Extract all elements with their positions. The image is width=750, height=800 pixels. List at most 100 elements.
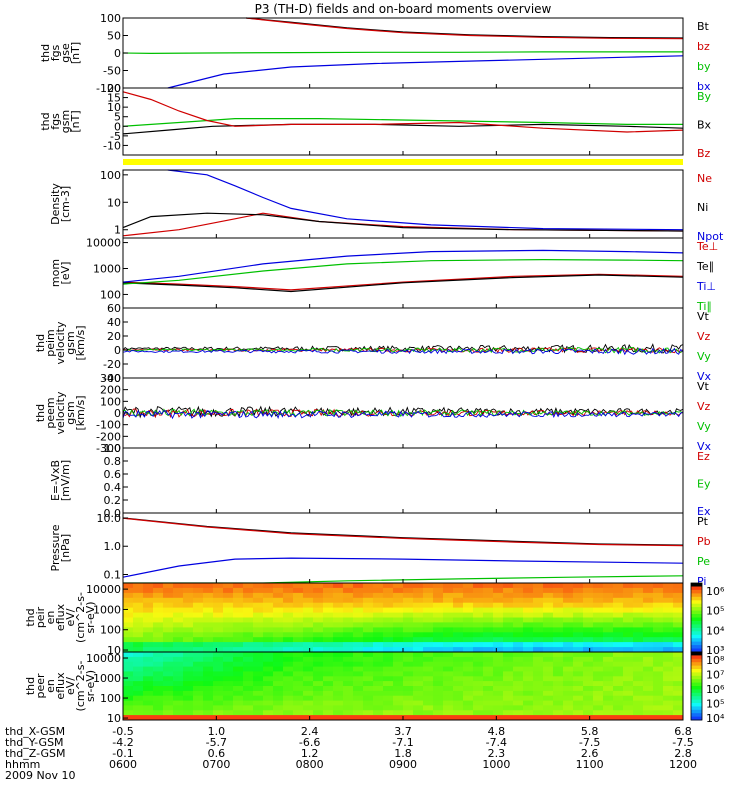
spectrogram-cell — [623, 671, 634, 677]
spectrogram-cell — [623, 705, 634, 711]
spectrogram-cell — [303, 695, 314, 702]
spectrogram-cell — [353, 676, 364, 682]
spectrogram-cell — [613, 681, 624, 687]
spectrogram-cell — [543, 690, 554, 697]
spectrogram-cell — [403, 710, 414, 716]
spectrogram-cell — [283, 622, 294, 628]
spectrogram-cell — [313, 637, 324, 643]
spectrogram-cell — [283, 661, 294, 668]
spectrogram-cell — [643, 612, 654, 618]
spectrogram-cell — [153, 612, 164, 618]
spectrogram-cell — [533, 681, 544, 687]
spectrogram-cell — [293, 612, 304, 618]
spectrogram-cell — [123, 686, 134, 692]
spectrogram-cell — [443, 686, 454, 692]
y-tick-label: -10 — [103, 139, 121, 152]
footer-value: 5.8 — [581, 725, 599, 738]
y-axis-label-line: eV/ — [64, 608, 77, 626]
spectrogram-cell — [193, 602, 204, 609]
spectrogram-cell — [333, 622, 344, 628]
spectrogram-cell — [223, 617, 234, 623]
spectrogram-cell — [463, 647, 474, 653]
spectrogram-cell — [513, 602, 524, 609]
spectrogram-cell — [613, 622, 624, 628]
spectrogram-cell — [513, 647, 524, 653]
spectrogram-cell — [303, 661, 314, 668]
spectrogram-cell — [423, 587, 434, 594]
y-tick-label: 200 — [100, 384, 121, 397]
spectrogram-cell — [443, 695, 454, 702]
spectrogram-cell — [173, 705, 184, 711]
spectrogram-cell — [503, 681, 514, 687]
spectrogram-cell — [653, 666, 664, 672]
spectrogram-cell — [363, 705, 374, 711]
spectrogram-cell — [603, 666, 614, 672]
spectrogram-cell — [513, 671, 524, 677]
spectrogram-cell — [213, 681, 224, 687]
spectrogram-cell — [143, 647, 154, 653]
spectrogram-cell — [413, 695, 424, 702]
spectrogram-cell — [543, 637, 554, 643]
y-axis-label-line: gsm — [59, 110, 72, 133]
spectrogram-cell — [463, 642, 474, 648]
spectrogram-cell — [163, 695, 174, 702]
spectrogram-cell — [673, 647, 684, 653]
spectrogram-cell — [193, 686, 204, 692]
spectrogram-cell — [663, 617, 674, 623]
spectrogram-cell — [213, 602, 224, 609]
spectrogram-cell — [513, 690, 524, 697]
spectrogram-cell — [293, 597, 304, 604]
spectrogram-cell — [143, 583, 154, 589]
spectrogram-cell — [353, 622, 364, 628]
spectrogram-cell — [133, 647, 144, 653]
spectrogram-cell — [133, 661, 144, 668]
series-line — [122, 273, 684, 291]
spectrogram-cell — [353, 705, 364, 711]
y-tick-label: 1 — [114, 224, 121, 237]
spectrogram-cell — [453, 642, 464, 648]
spectrogram-cell — [143, 700, 154, 706]
spectrogram-cell — [383, 632, 394, 638]
legend-entry: Vt — [697, 380, 710, 393]
spectrogram-cell — [503, 695, 514, 702]
spectrogram-cell — [213, 652, 224, 658]
spectrogram-cell — [463, 681, 474, 687]
spectrogram-cell — [303, 700, 314, 706]
spectrogram-cell — [553, 695, 564, 702]
spectrogram-cell — [363, 686, 374, 692]
spectrogram-cell — [623, 656, 634, 663]
spectrogram-cell — [383, 690, 394, 697]
spectrogram-cell — [463, 587, 474, 594]
spectrogram-cell — [543, 607, 554, 613]
spectrogram-cell — [213, 592, 224, 599]
spectrogram-cell — [673, 642, 684, 648]
spectrogram-cell — [663, 705, 674, 711]
y-tick-label: 1.0 — [104, 540, 122, 553]
spectrogram-cell — [283, 592, 294, 599]
spectrogram-cell — [623, 637, 634, 643]
spectrogram-cell — [663, 602, 674, 609]
spectrogram-cell — [673, 666, 684, 672]
footer-value: -7.5 — [579, 736, 600, 749]
spectrogram-cell — [553, 666, 564, 672]
spectrogram-cell — [663, 627, 674, 633]
spectrogram-cell — [483, 661, 494, 668]
spectrogram-cell — [413, 642, 424, 648]
spectrogram-cell — [173, 700, 184, 706]
spectrogram-cell — [263, 705, 274, 711]
spectrogram-cell — [373, 607, 384, 613]
spectrogram-cell — [543, 642, 554, 648]
spectrogram-cell — [123, 592, 134, 599]
spectrogram-cell — [153, 695, 164, 702]
spectrogram-cell — [483, 583, 494, 589]
spectrogram-cell — [503, 612, 514, 618]
spectrogram-cell — [533, 642, 544, 648]
spectrogram-cell — [293, 676, 304, 682]
spectrogram-cell — [673, 705, 684, 711]
spectrogram-cell — [173, 617, 184, 623]
spectrogram-cell — [453, 587, 464, 594]
spectrogram-cell — [203, 612, 214, 618]
spectrogram-cell — [633, 715, 644, 721]
spectrogram-cell — [493, 597, 504, 604]
spectrogram-cell — [553, 661, 564, 668]
